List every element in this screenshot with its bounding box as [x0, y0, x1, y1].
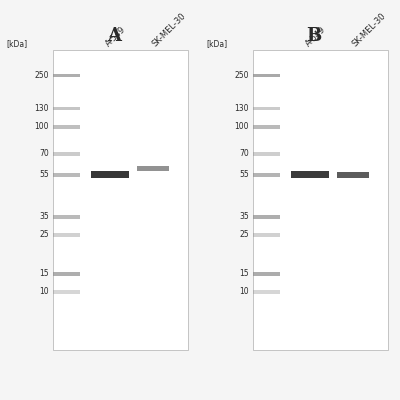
- Bar: [253, 124, 280, 128]
- Text: SK-MEL-30: SK-MEL-30: [350, 11, 388, 48]
- Text: [kDa]: [kDa]: [6, 39, 27, 48]
- Bar: [53, 290, 80, 294]
- Text: 130: 130: [35, 104, 49, 113]
- Text: 55: 55: [239, 170, 249, 179]
- Bar: [137, 166, 169, 171]
- Bar: [253, 233, 280, 236]
- Text: 250: 250: [35, 71, 49, 80]
- Bar: [253, 50, 388, 350]
- Text: 35: 35: [39, 212, 49, 221]
- Bar: [53, 233, 80, 236]
- Bar: [291, 171, 329, 178]
- Bar: [253, 152, 280, 156]
- Text: 25: 25: [40, 230, 49, 239]
- Bar: [53, 124, 80, 128]
- Text: A: A: [107, 27, 121, 45]
- Text: 100: 100: [35, 122, 49, 131]
- Text: 100: 100: [235, 122, 249, 131]
- Bar: [53, 272, 80, 276]
- Bar: [253, 106, 280, 110]
- Bar: [337, 172, 369, 178]
- Text: 10: 10: [40, 287, 49, 296]
- Text: A-549: A-549: [304, 24, 328, 48]
- Bar: [253, 74, 280, 78]
- Bar: [91, 171, 129, 178]
- Text: [kDa]: [kDa]: [206, 39, 227, 48]
- Text: 15: 15: [40, 269, 49, 278]
- Text: 35: 35: [239, 212, 249, 221]
- Text: 15: 15: [240, 269, 249, 278]
- Bar: [53, 106, 80, 110]
- Bar: [253, 290, 280, 294]
- Text: 250: 250: [235, 71, 249, 80]
- Text: 70: 70: [39, 149, 49, 158]
- Bar: [53, 74, 80, 78]
- Bar: [53, 173, 80, 176]
- Text: 70: 70: [239, 149, 249, 158]
- Text: SK-MEL-30: SK-MEL-30: [150, 11, 188, 48]
- Bar: [253, 173, 280, 176]
- Text: 25: 25: [240, 230, 249, 239]
- Text: 10: 10: [240, 287, 249, 296]
- Text: 130: 130: [235, 104, 249, 113]
- Bar: [53, 215, 80, 218]
- Bar: [253, 215, 280, 218]
- Bar: [53, 152, 80, 156]
- Bar: [53, 50, 188, 350]
- Text: 55: 55: [39, 170, 49, 179]
- Bar: [253, 272, 280, 276]
- Text: B: B: [306, 27, 322, 45]
- Text: A-549: A-549: [104, 24, 128, 48]
